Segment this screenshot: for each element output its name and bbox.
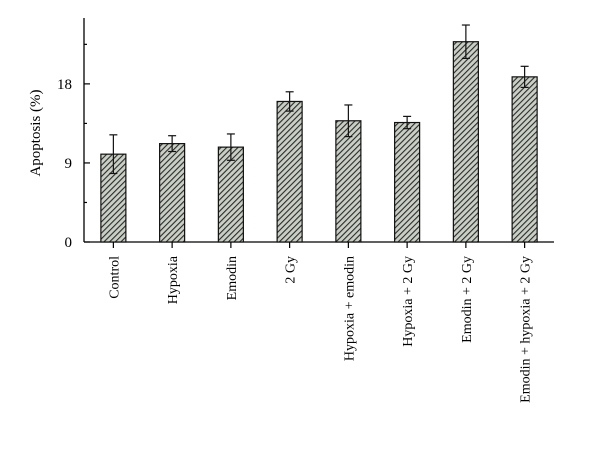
- y-tick-label: 18: [57, 77, 72, 93]
- bar: [511, 76, 538, 243]
- bar: [217, 146, 244, 243]
- x-category-label: Emodin + hypoxia + 2 Gy: [519, 256, 534, 403]
- bar: [394, 121, 421, 243]
- x-category-label: Hypoxia + emodin: [342, 256, 357, 361]
- bar: [276, 100, 303, 243]
- x-category-label: Emodin: [225, 256, 240, 300]
- x-category-label: 2 Gy: [284, 256, 299, 284]
- bar: [452, 41, 479, 243]
- x-category-label: Control: [107, 256, 122, 299]
- y-axis-title: Apoptosis (%): [28, 89, 44, 176]
- plot-area: 0 9 18 Control Hypoxia Emodin 2 Gy Hypoxia + em…: [57, 18, 554, 403]
- bar: [159, 143, 186, 243]
- x-category-label: Hypoxia + 2 Gy: [401, 256, 416, 347]
- y-tick-label: 9: [65, 156, 73, 172]
- x-category-label: Hypoxia: [166, 255, 181, 304]
- x-category-label: Emodin + 2 Gy: [460, 256, 475, 343]
- y-tick-label: 0: [65, 235, 73, 251]
- bar: [335, 120, 362, 243]
